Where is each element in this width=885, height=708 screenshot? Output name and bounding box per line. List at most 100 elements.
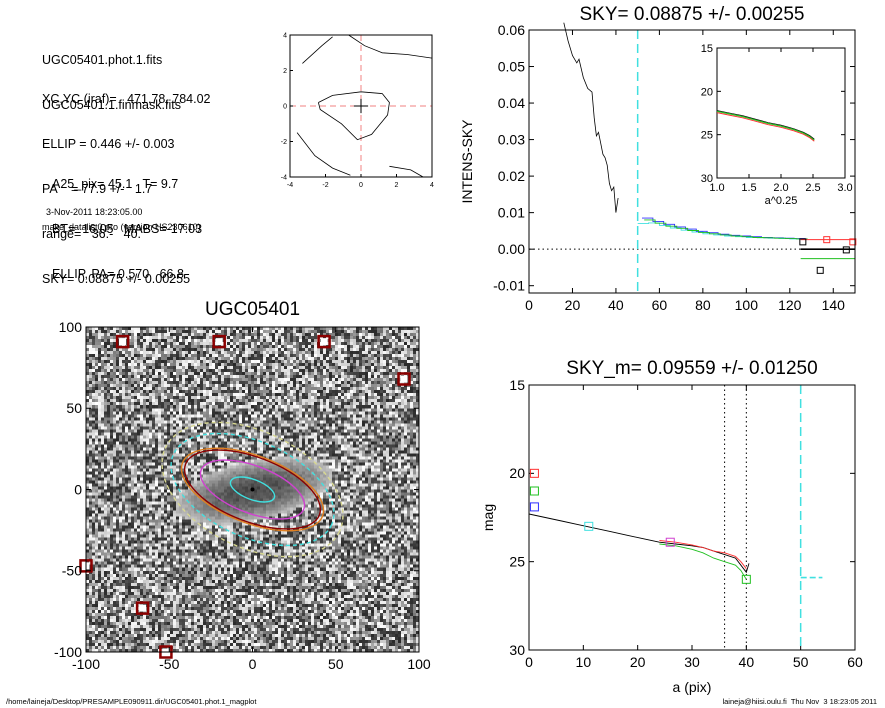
sky-ylabel: INTENS-SKY — [459, 119, 475, 204]
contour-line — [318, 91, 390, 141]
mag-x-tick-label: 50 — [793, 654, 809, 670]
info-line: A25_pix= 45.1 T= 9.7 — [52, 177, 179, 191]
contour-line — [348, 34, 433, 59]
mag-y-tick-label: 25 — [509, 554, 525, 570]
info-filenames: UGC05401.phot.1.fits UGC05401.1.finmask.… — [42, 23, 181, 128]
image-x-tick-label: 100 — [407, 656, 431, 672]
sky-inset-x-tick-label: 1.0 — [709, 182, 724, 194]
sky-marker-box — [823, 236, 831, 244]
footer-user-timestamp: laineja@hiisi.oulu.fi Thu Nov 3 18:23:05… — [722, 697, 877, 706]
masked-star-fill — [119, 338, 127, 346]
mag-xlabel: a (pix) — [673, 679, 712, 695]
contour-line — [302, 36, 333, 64]
sky-x-tick-label: 140 — [822, 297, 846, 313]
image-panel: UGC05401 -100 -50 0 50 100 -100 -50 0 50 100 — [54, 299, 431, 672]
mag-title: SKY_m= 0.09559 +/- 0.01250 — [566, 358, 817, 379]
masked-star-fill — [400, 375, 408, 383]
isophote-ellipse-yellow — [161, 421, 344, 558]
mag-x-tick-label: 40 — [739, 654, 755, 670]
image-y-tick-label: 100 — [59, 319, 83, 335]
sky-inset-xlabel: a^0.25 — [765, 195, 798, 207]
info-line: ELLIP, PA= 0.570 66.8 — [52, 267, 184, 281]
info-line: BT= 16.05 MABS=-17.03 — [52, 222, 203, 236]
sky-inset-y-tick-label: 15 — [701, 43, 713, 55]
sky-series-cyan — [637, 222, 802, 240]
galaxy-center-marker — [250, 487, 255, 492]
mag-series-red — [659, 540, 747, 569]
info-line: UGC05401.phot.1.fits — [42, 53, 163, 67]
mag-x-tick-label: 60 — [847, 654, 863, 670]
contour-x-tick-label: -2 — [322, 182, 328, 189]
masked-star-box — [317, 334, 331, 349]
contour-x-tick-label: 4 — [430, 182, 434, 189]
sky-inset-green-line — [716, 110, 815, 141]
sky-frame — [528, 29, 856, 294]
sky-inset-x-tick-label: 2.5 — [805, 182, 820, 194]
sky-inset-y-tick-label: 30 — [701, 173, 713, 185]
sky-inset-x-tick-label: 3.0 — [837, 182, 852, 194]
info-line: XC,YC (iraf)= 471.78, 784.02 — [42, 92, 211, 106]
masked-star-box — [115, 334, 130, 349]
sky-inset-x-tick-label: 2.0 — [773, 182, 788, 194]
sky-x-tick-label: 0 — [525, 297, 533, 313]
masked-star-box — [397, 372, 411, 386]
sky-y-tick-label: 0.06 — [498, 22, 525, 38]
image-x-tick-label: 0 — [249, 656, 257, 672]
contour-y-tick-label: -2 — [281, 139, 287, 146]
image-y-tick-label: 0 — [74, 481, 82, 497]
sky-series-blue — [642, 217, 806, 240]
sky-inset-red-line — [716, 112, 815, 142]
contour-line — [296, 132, 351, 176]
mag-x-tick-label: 30 — [684, 654, 700, 670]
contour-y-tick-label: 0 — [283, 104, 287, 111]
info-program: make_datalist0.pro (version HS230610) — [42, 222, 201, 232]
mag-series-black — [528, 513, 750, 574]
sky-title: SKY= 0.08875 +/- 0.00255 — [579, 4, 804, 25]
sky-y-tick-label: 0.01 — [498, 205, 525, 221]
contour-y-tick-label: 4 — [283, 33, 287, 40]
sky-inset-frame — [716, 47, 846, 179]
mag-ylabel: mag — [480, 504, 496, 531]
contour-y-tick-label: 2 — [283, 68, 287, 75]
sky-marker-box — [849, 238, 857, 246]
sky-y-tick-label: -0.01 — [493, 278, 525, 294]
mag-marker-box — [529, 502, 539, 512]
contour-frame — [289, 34, 433, 178]
contour-x-tick-label: 2 — [395, 182, 399, 189]
mag-panel: SKY_m= 0.09559 +/- 0.01250 mag a (pix) 0 10 2… — [480, 358, 863, 695]
isophote-ellipse-magenta — [199, 459, 306, 520]
sky-y-tick-label: 0.03 — [498, 131, 525, 147]
masked-star-box — [212, 334, 226, 349]
image-x-tick-label: 50 — [328, 656, 344, 672]
mag-marker-box — [529, 486, 539, 496]
info-results: A25_pix= 45.1 T= 9.7 BT= 16.05 MABS=-17.… — [52, 147, 202, 297]
mag-x-tick-label: 0 — [525, 654, 533, 670]
mag-marker-box — [529, 468, 539, 478]
masked-star-fill — [320, 338, 328, 346]
info-fit-params: XC,YC (iraf)= 471.78, 784.02 ELLIP = 0.4… — [42, 62, 211, 302]
info-line: UGC05401.1.finmask.fits — [42, 98, 181, 112]
contour-x-tick-label: 0 — [359, 182, 363, 189]
sky-x-tick-label: 120 — [778, 297, 802, 313]
info-line: SKY= 0.08875 +/- 0.00255 — [42, 272, 191, 286]
info-date: 3-Nov-2011 18:23:05.00 — [46, 207, 143, 217]
contour-line — [389, 165, 424, 178]
isophote-ellipse-cyan — [170, 432, 335, 547]
sky-marker-box — [816, 266, 824, 274]
sky-x-tick-label: 40 — [608, 297, 624, 313]
sky-inset-y-tick-label: 20 — [701, 86, 713, 98]
sky-marker-box — [842, 246, 850, 254]
contour-y-tick-label: -4 — [281, 175, 287, 182]
mag-marker-box — [584, 521, 594, 531]
mag-x-tick-label: 20 — [630, 654, 646, 670]
sky-inset-y-tick-label: 25 — [701, 130, 713, 142]
isophote-ellipse-orange — [180, 447, 325, 532]
contour-x-tick-label: -4 — [287, 182, 293, 189]
footer-path: /home/laineja/Desktop/PRESAMPLE090911.di… — [6, 697, 257, 706]
mag-marker-box — [741, 574, 751, 584]
mag-y-tick-label: 20 — [509, 465, 525, 481]
image-frame — [85, 326, 420, 653]
sky-marker-box — [799, 238, 807, 246]
image-x-tick-label: -50 — [159, 656, 179, 672]
